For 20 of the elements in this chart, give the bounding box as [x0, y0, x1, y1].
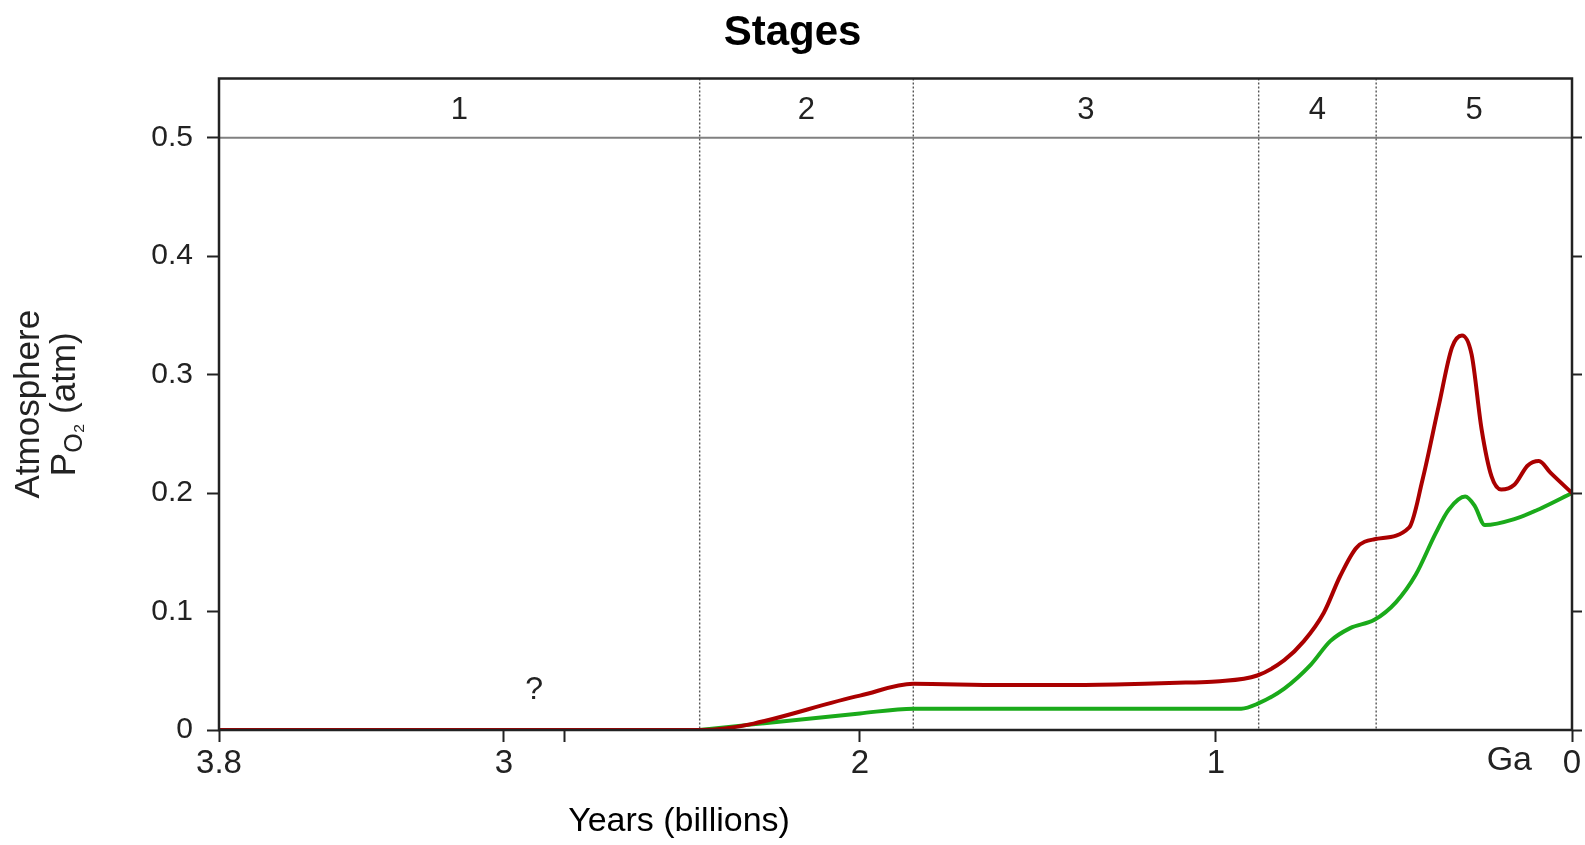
y-tick-label: 0.5	[151, 118, 193, 152]
x-tick-label: 1	[1206, 742, 1226, 780]
x-tick-label: 2	[850, 742, 870, 780]
y-tick-label: 0.3	[151, 355, 193, 389]
y-tick-label: 0	[176, 711, 193, 745]
annotation: 4	[1308, 90, 1327, 126]
annotation: 2	[797, 90, 816, 126]
text: Ga	[1486, 739, 1533, 778]
annotation: ?	[525, 669, 544, 706]
annotation: 1	[450, 90, 468, 126]
x-tick-label: 0	[1562, 742, 1582, 780]
annotation: 3	[1077, 90, 1095, 126]
annotation: 5	[1465, 90, 1483, 126]
y-tick-label: 0.4	[151, 237, 193, 271]
x-tick-label: 3	[494, 742, 514, 780]
y-tick-label: 0.2	[151, 474, 193, 508]
chart-title: Stages	[723, 6, 862, 54]
x-axis-title: Years (billions)	[568, 800, 790, 839]
x-tick-label: 3.8	[196, 742, 242, 780]
y-tick-label: 0.1	[151, 592, 193, 626]
